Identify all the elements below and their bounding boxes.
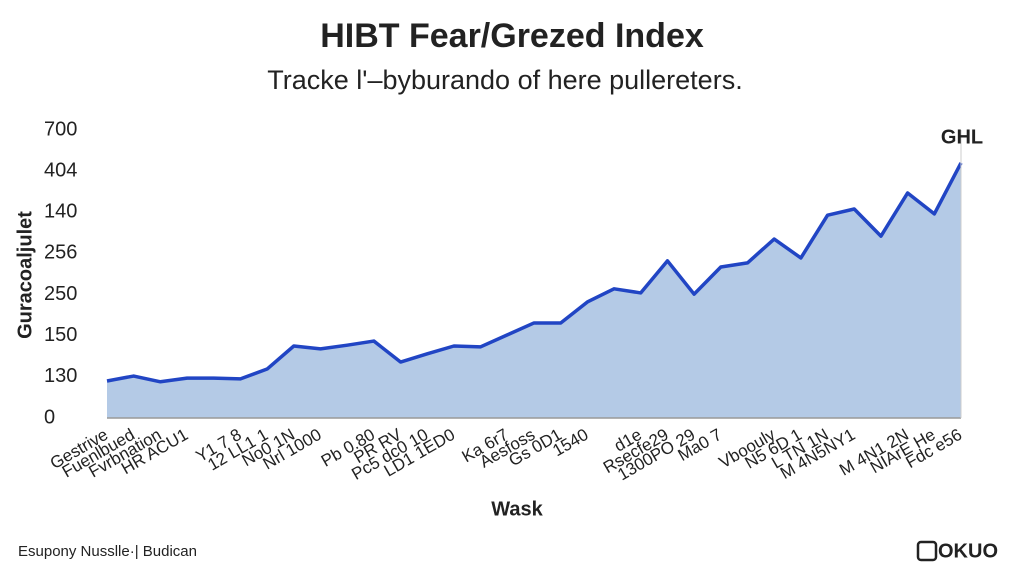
logo-text: OKUO [938, 540, 998, 562]
y-tick-label: 150 [44, 324, 77, 346]
y-tick-label: 404 [44, 159, 77, 181]
x-axis-label: Wask [491, 498, 543, 520]
y-tick-label: 0 [44, 406, 55, 428]
annotation: GHL [941, 126, 983, 148]
chart-subtitle: Tracke l'–byburando of here pullereters. [267, 65, 742, 95]
y-tick-label: 256 [44, 242, 77, 264]
area [107, 162, 961, 418]
line [106, 162, 963, 384]
chart-title: HIBT Fear/Grezed Index [320, 17, 704, 55]
y-tick-label: 700 [44, 118, 77, 140]
y-tick-label: 130 [44, 365, 77, 387]
footer-source: Esupony Nusslle·| Budican [18, 543, 197, 560]
y-tick-label: 140 [44, 201, 77, 223]
y-axis-label: Guracoaljulet [14, 211, 36, 339]
logo-icon [916, 540, 938, 562]
y-tick-label: 250 [44, 283, 77, 305]
